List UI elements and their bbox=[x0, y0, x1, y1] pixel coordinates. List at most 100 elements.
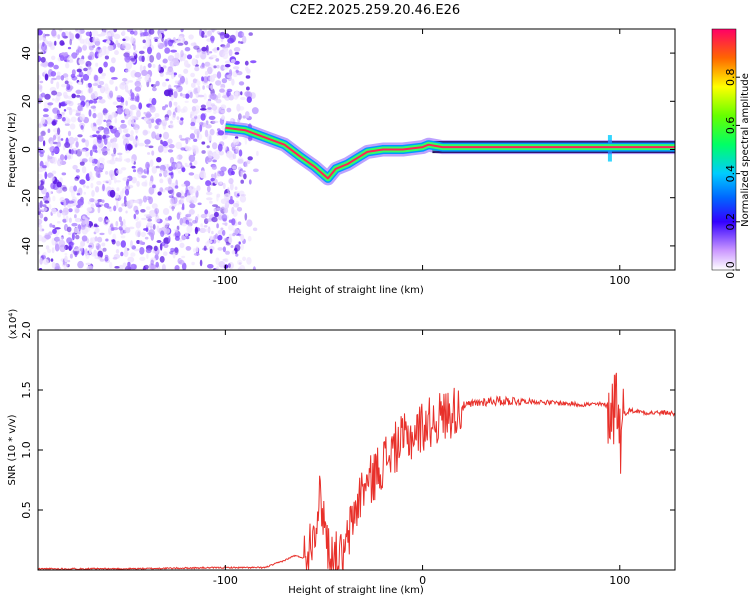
noise-speckle bbox=[237, 221, 242, 225]
noise-speckle bbox=[139, 247, 145, 255]
noise-speckle bbox=[112, 101, 118, 105]
noise-speckle bbox=[233, 47, 241, 52]
noise-speckle bbox=[156, 157, 162, 163]
noise-speckle bbox=[92, 83, 99, 87]
noise-speckle bbox=[220, 198, 227, 204]
noise-speckle bbox=[62, 73, 69, 79]
y-tick-label: -20 bbox=[20, 189, 33, 207]
snr-frame bbox=[37, 329, 676, 571]
noise-speckle bbox=[199, 259, 203, 267]
noise-speckle bbox=[175, 229, 179, 234]
noise-speckle bbox=[184, 60, 189, 68]
noise-speckle bbox=[218, 150, 224, 156]
noise-speckle bbox=[164, 104, 169, 108]
noise-speckle bbox=[104, 47, 110, 55]
noise-speckle bbox=[121, 224, 127, 230]
noise-speckle bbox=[98, 67, 103, 74]
noise-speckle bbox=[124, 265, 132, 270]
snr-line bbox=[38, 372, 675, 570]
noise-speckle bbox=[165, 78, 170, 82]
noise-speckle bbox=[61, 117, 66, 122]
noise-speckle bbox=[172, 251, 176, 259]
noise-speckle bbox=[52, 195, 56, 202]
y-tick-label: 40 bbox=[20, 46, 33, 60]
noise-speckle bbox=[86, 211, 91, 216]
noise-speckle bbox=[234, 191, 237, 197]
noise-speckle bbox=[56, 141, 62, 148]
noise-speckle bbox=[65, 62, 70, 69]
noise-speckle bbox=[44, 33, 50, 37]
noise-speckle bbox=[131, 158, 135, 164]
noise-speckle bbox=[82, 215, 86, 220]
noise-speckle bbox=[38, 135, 44, 142]
noise-speckle bbox=[185, 93, 190, 99]
noise-speckle bbox=[73, 248, 80, 252]
noise-speckle bbox=[174, 265, 180, 270]
noise-speckle bbox=[217, 229, 224, 235]
noise-speckle bbox=[103, 61, 108, 68]
noise-speckle bbox=[134, 50, 138, 53]
y-tick-label: 2.0 bbox=[20, 321, 33, 339]
noise-speckle bbox=[240, 96, 246, 101]
noise-speckle bbox=[176, 212, 181, 220]
noise-speckle bbox=[125, 100, 128, 106]
noise-speckle bbox=[236, 207, 243, 212]
noise-speckle bbox=[206, 50, 210, 56]
noise-speckle bbox=[153, 245, 158, 252]
noise-speckle bbox=[122, 30, 126, 36]
noise-speckle bbox=[169, 123, 174, 129]
noise-speckle bbox=[159, 164, 166, 172]
noise-speckle bbox=[207, 150, 213, 158]
noise-speckle bbox=[50, 79, 54, 84]
noise-speckle bbox=[204, 61, 211, 67]
noise-speckle bbox=[147, 218, 152, 222]
noise-speckle bbox=[90, 203, 95, 209]
noise-speckle bbox=[162, 58, 168, 64]
noise-speckle bbox=[251, 107, 259, 115]
snr-y-ticks: 0.5 1.0 1.5 2.0 bbox=[20, 321, 675, 519]
noise-speckle bbox=[208, 154, 214, 159]
noise-speckle bbox=[111, 141, 117, 150]
noise-speckle bbox=[38, 123, 42, 129]
noise-speckle bbox=[79, 38, 85, 44]
noise-speckle bbox=[138, 198, 143, 207]
noise-speckle bbox=[146, 167, 150, 175]
noise-speckle bbox=[136, 138, 140, 146]
noise-speckle bbox=[221, 125, 225, 131]
noise-speckle bbox=[206, 84, 212, 89]
noise-speckle bbox=[182, 106, 188, 113]
noise-speckle bbox=[221, 95, 229, 99]
noise-speckle bbox=[219, 31, 226, 40]
noise-speckle bbox=[67, 259, 71, 263]
noise-speckle bbox=[154, 208, 160, 215]
noise-speckle bbox=[242, 35, 247, 44]
noise-speckle bbox=[201, 46, 207, 52]
noise-speckle bbox=[41, 116, 46, 124]
noise-speckle bbox=[159, 133, 162, 138]
noise-speckle bbox=[102, 247, 107, 252]
noise-speckle bbox=[64, 252, 68, 256]
noise-speckle bbox=[99, 80, 105, 86]
noise-speckle bbox=[84, 224, 91, 233]
noise-speckle bbox=[65, 76, 69, 82]
noise-speckle bbox=[184, 47, 191, 52]
noise-speckle bbox=[106, 206, 112, 209]
noise-speckle bbox=[130, 252, 136, 257]
noise-speckle bbox=[90, 87, 94, 96]
noise-speckle bbox=[75, 234, 80, 240]
x-tick-label: 0 bbox=[419, 574, 426, 587]
noise-speckle bbox=[194, 66, 200, 72]
noise-speckle bbox=[116, 106, 123, 115]
noise-speckle bbox=[218, 32, 226, 36]
y-tick-label: 1.5 bbox=[20, 381, 33, 399]
spectrogram-y-ticks: -40 -20 0 20 40 bbox=[20, 46, 675, 255]
noise-speckle bbox=[216, 64, 220, 69]
noise-speckle bbox=[59, 55, 65, 61]
noise-speckle bbox=[81, 158, 88, 163]
noise-speckle bbox=[61, 111, 65, 115]
noise-speckle bbox=[88, 42, 94, 47]
noise-speckle bbox=[38, 173, 43, 180]
noise-speckle bbox=[38, 179, 41, 187]
noise-speckle bbox=[38, 29, 43, 36]
noise-speckle bbox=[193, 41, 197, 48]
